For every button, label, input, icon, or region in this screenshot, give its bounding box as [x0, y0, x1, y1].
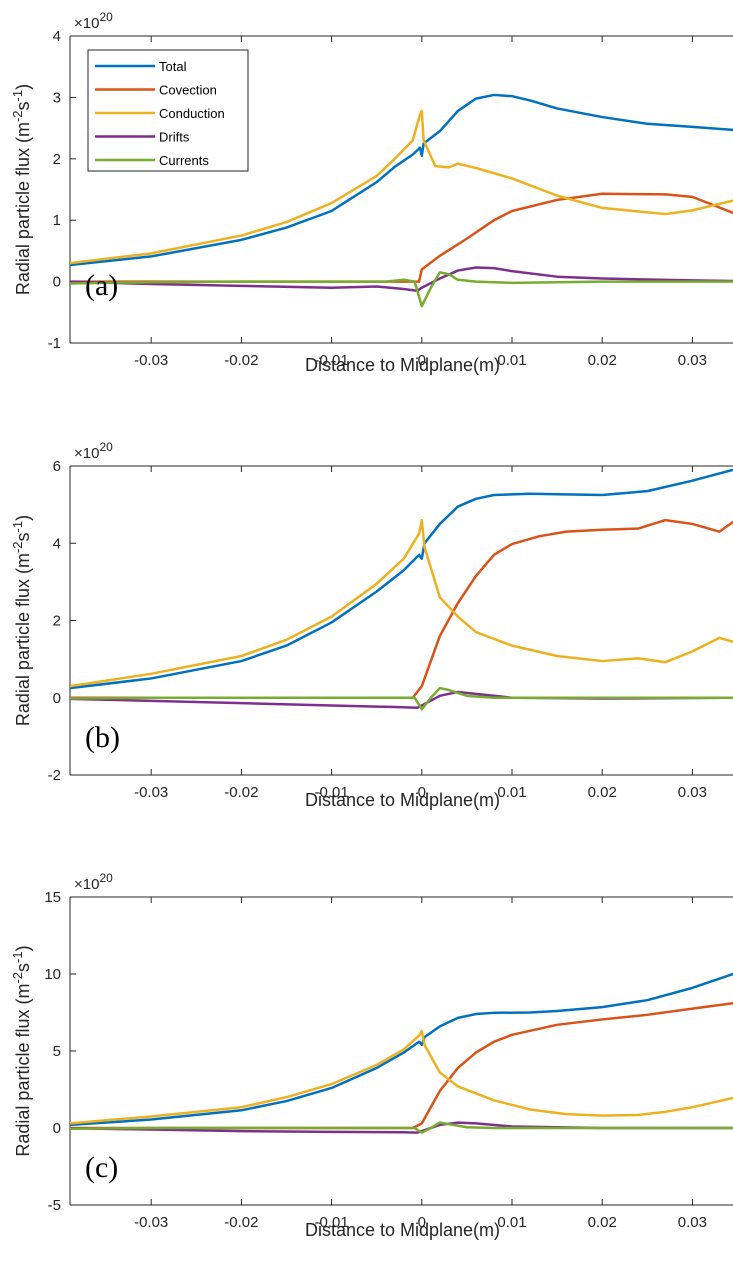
- panel-label: (b): [85, 721, 120, 754]
- y-label-part: Radial particle flux (m: [13, 984, 33, 1157]
- series-line-covection: [70, 1002, 733, 1130]
- y-tick-label: 0: [53, 1120, 61, 1137]
- series-line-covection: [70, 192, 733, 283]
- y-label-superscript: -1: [10, 951, 25, 963]
- y-tick-label: 5: [53, 1043, 61, 1060]
- legend-label: Drifts: [159, 130, 190, 145]
- x-tick-label: 0: [418, 784, 426, 801]
- y-tick-label: 4: [53, 28, 61, 45]
- axis-multiplier: ×1020: [74, 440, 113, 462]
- series-line-currents: [70, 686, 733, 711]
- multiplier-power: 20: [99, 10, 113, 24]
- y-tick-label: 2: [53, 613, 61, 630]
- legend-label: Total: [159, 59, 187, 74]
- x-tick-label: 0.01: [497, 352, 526, 369]
- y-label-part: Radial particle flux (m: [13, 553, 33, 726]
- y-axis-label: Radial particle flux (m-2s-1): [10, 84, 33, 295]
- series-line-currents: [70, 271, 733, 308]
- series-group: [70, 93, 733, 308]
- series-line-drifts: [70, 266, 733, 293]
- y-label-part: ): [13, 515, 33, 521]
- multiplier-base: ×10: [74, 876, 99, 893]
- series-group: [70, 972, 733, 1134]
- x-axis-label: Distance to Midplane(m): [305, 355, 500, 375]
- series-line-total: [70, 972, 733, 1127]
- axis-multiplier: ×1020: [74, 871, 113, 893]
- panel-c: -0.03 -0.02 -0.01 0 0.01 0.02 0.03 -5 0 5 10 15 ×102…: [10, 871, 733, 1240]
- x-tick-label: 0: [418, 1214, 426, 1231]
- x-tick-label: -0.01: [314, 1214, 348, 1231]
- series-line-conduction: [70, 109, 733, 265]
- x-tick-label: 0.01: [497, 784, 526, 801]
- y-tick-label: 3: [53, 89, 61, 106]
- multiplier-power: 20: [99, 871, 113, 885]
- x-tick-label: -0.01: [314, 784, 348, 801]
- x-tick-label: -0.02: [224, 784, 258, 801]
- y-label-superscript: -2: [10, 972, 25, 984]
- x-tick-label: -0.03: [134, 352, 168, 369]
- axis-multiplier: ×1020: [74, 10, 113, 32]
- panel-label: (c): [85, 1151, 118, 1184]
- series-line-drifts: [70, 1121, 733, 1134]
- x-tick-label: 0.03: [678, 784, 707, 801]
- x-tick-label: 0.02: [588, 784, 617, 801]
- series-line-total: [70, 468, 733, 690]
- series-line-conduction: [70, 518, 733, 688]
- x-tick-label: 0.03: [678, 352, 707, 369]
- series-line-conduction: [70, 1029, 733, 1125]
- panel-a: -0.03 -0.02 -0.01 0 0.01 0.02 0.03 -1 0 1 2 3 4 ×1020…: [10, 10, 733, 375]
- y-label-part: ): [13, 84, 33, 90]
- series-line-currents: [70, 1121, 733, 1134]
- x-tick-label: 0.01: [497, 1214, 526, 1231]
- x-tick-label: -0.02: [224, 1214, 258, 1231]
- legend-label: Covection: [159, 83, 217, 98]
- y-label-part: s: [13, 532, 33, 541]
- x-tick-label: 0.03: [678, 1214, 707, 1231]
- x-axis-label: Distance to Midplane(m): [305, 790, 500, 810]
- panel-label: (a): [85, 269, 118, 302]
- x-tick-label: 0.02: [588, 1214, 617, 1231]
- multiplier-power: 20: [99, 440, 113, 454]
- legend-box: [87, 49, 249, 172]
- y-tick-label: -5: [48, 1197, 61, 1214]
- series-line-drifts: [70, 690, 733, 710]
- y-label-part: Radial particle flux (m: [13, 122, 33, 295]
- y-label-superscript: -1: [10, 521, 25, 533]
- y-label-superscript: -2: [10, 541, 25, 553]
- y-label-part: s: [13, 963, 33, 972]
- legend-label: Conduction: [159, 106, 225, 121]
- y-tick-label: 4: [53, 535, 61, 552]
- x-tick-label: -0.01: [314, 352, 348, 369]
- multiplier-base: ×10: [74, 15, 99, 32]
- y-label-superscript: -1: [10, 90, 25, 102]
- y-tick-label: 6: [53, 458, 61, 475]
- multiplier-base: ×10: [74, 445, 99, 462]
- x-tick-label: 0: [418, 352, 426, 369]
- y-axis-label: Radial particle flux (m-2s-1): [10, 515, 33, 726]
- x-axis-label: Distance to Midplane(m): [305, 1220, 500, 1240]
- y-tick-label: 1: [53, 212, 61, 229]
- y-tick-label: 10: [44, 966, 61, 983]
- series-line-covection: [70, 518, 733, 699]
- x-tick-label: -0.03: [134, 1214, 168, 1231]
- y-label-superscript: -2: [10, 110, 25, 122]
- y-label-part: ): [13, 945, 33, 951]
- panel-b: -0.03 -0.02 -0.01 0 0.01 0.02 0.03 -2 0 2 4 6 ×1020 D…: [10, 440, 733, 810]
- y-tick-label: -1: [48, 335, 61, 352]
- y-axis-label: Radial particle flux (m-2s-1): [10, 945, 33, 1156]
- series-group: [70, 468, 733, 711]
- y-tick-label: -2: [48, 767, 61, 784]
- legend: Total Covection Conduction Drifts Currents: [87, 49, 249, 172]
- x-tick-label: 0.02: [588, 352, 617, 369]
- series-line-total: [70, 93, 733, 267]
- y-tick-label: 0: [53, 690, 61, 707]
- x-tick-label: -0.02: [224, 352, 258, 369]
- y-tick-label: 15: [44, 889, 61, 906]
- y-label-part: s: [13, 101, 33, 110]
- y-tick-label: 0: [53, 274, 61, 291]
- legend-label: Currents: [159, 153, 209, 168]
- y-tick-label: 2: [53, 151, 61, 168]
- x-tick-label: -0.03: [134, 784, 168, 801]
